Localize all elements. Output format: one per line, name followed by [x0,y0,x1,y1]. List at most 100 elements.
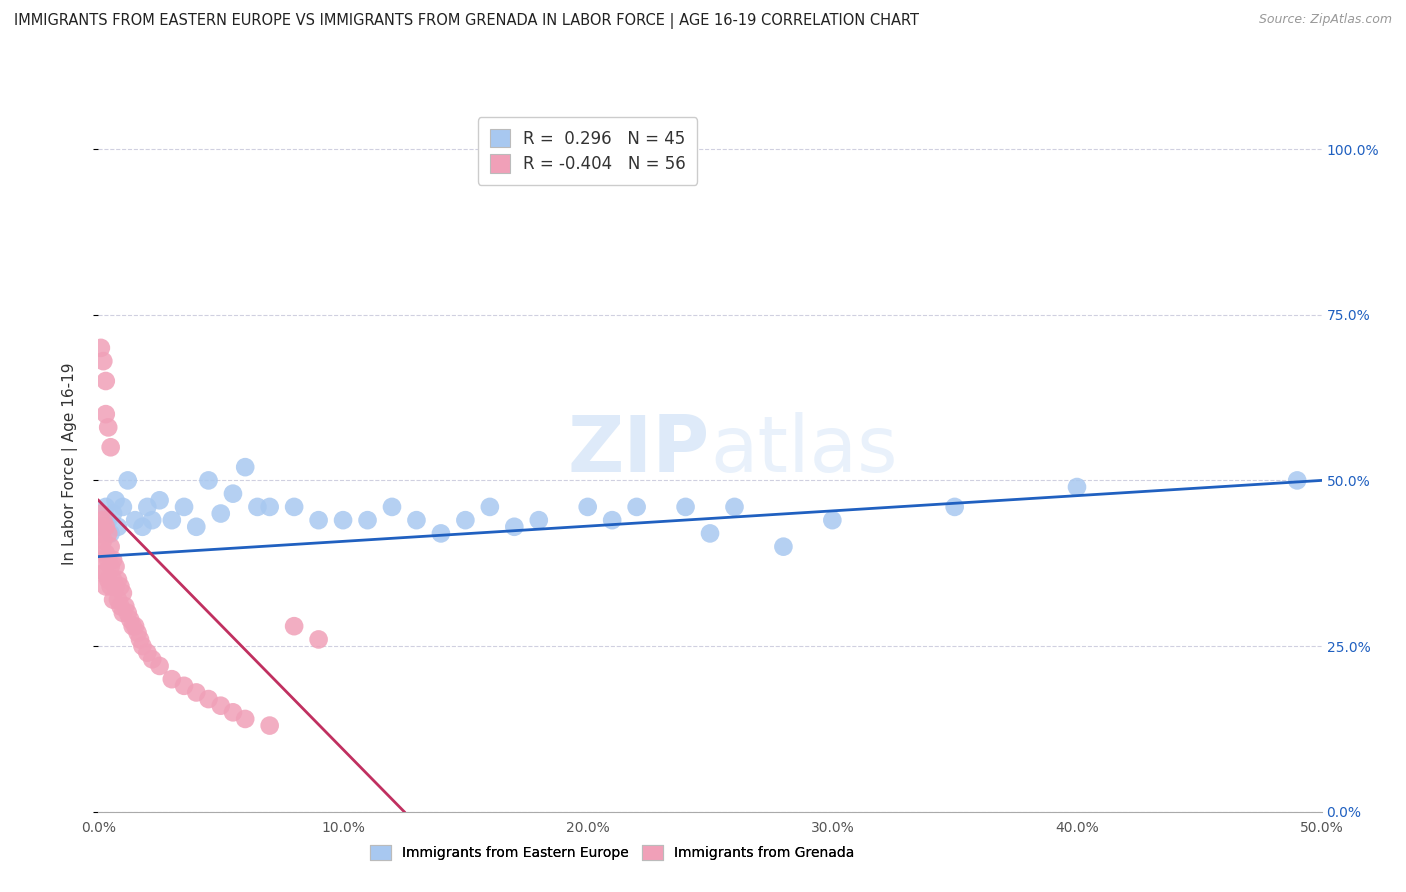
Point [104,559,127,574]
Point [101,553,124,567]
Point [332,513,354,527]
Point [101,507,124,521]
Point [94,500,117,514]
Point [576,500,599,514]
Point [90,520,112,534]
Point [114,599,136,614]
Point [107,592,129,607]
Point [107,520,129,534]
Point [97,526,120,541]
Point [943,500,966,514]
Text: ZIP: ZIP [568,412,710,488]
Text: atlas: atlas [710,412,897,488]
Point [209,507,232,521]
Point [91,513,114,527]
Point [104,579,127,593]
Point [149,493,172,508]
Point [197,692,219,706]
Point [120,613,142,627]
Text: Source: ZipAtlas.com: Source: ZipAtlas.com [1258,13,1392,27]
Point [97,573,120,587]
Point [111,606,134,620]
Point [94,520,117,534]
Point [173,679,195,693]
Point [91,520,114,534]
Point [97,420,120,434]
Point [209,698,232,713]
Point [129,632,152,647]
Point [100,579,122,593]
Point [308,513,330,527]
Point [107,573,129,587]
Point [772,540,794,554]
Point [91,533,114,547]
Point [222,486,245,500]
Point [97,513,120,527]
Point [222,706,245,720]
Point [91,566,114,581]
Point [131,520,153,534]
Point [160,672,183,686]
Point [136,500,159,514]
Point [600,513,623,527]
Point [97,553,120,567]
Point [94,374,117,388]
Point [405,513,427,527]
Point [94,407,117,421]
Point [101,592,124,607]
Point [821,513,844,527]
Point [136,646,159,660]
Point [723,500,745,514]
Point [160,513,183,527]
Point [283,619,305,633]
Point [186,685,208,699]
Point [478,500,501,514]
Point [149,659,172,673]
Point [110,599,132,614]
Point [124,513,146,527]
Point [381,500,404,514]
Point [90,526,112,541]
Point [1066,480,1088,494]
Text: IMMIGRANTS FROM EASTERN EUROPE VS IMMIGRANTS FROM GRENADA IN LABOR FORCE | AGE 1: IMMIGRANTS FROM EASTERN EUROPE VS IMMIGR… [14,13,920,29]
Point [100,440,122,454]
Point [527,513,550,527]
Point [675,500,697,514]
Point [308,632,330,647]
Point [173,500,195,514]
Point [100,559,122,574]
Point [626,500,648,514]
Point [233,712,256,726]
Point [94,546,117,560]
Point [121,619,143,633]
Point [117,474,139,488]
Point [1286,474,1309,488]
Point [90,341,112,355]
Point [454,513,477,527]
Point [111,500,134,514]
Point [104,493,127,508]
Point [117,606,139,620]
Point [100,526,122,541]
Point [124,619,146,633]
Point [699,526,721,541]
Point [141,513,163,527]
Point [127,625,149,640]
Point [197,474,219,488]
Point [101,573,124,587]
Point [233,460,256,475]
Point [503,520,526,534]
Point [186,520,208,534]
Point [94,566,117,581]
Legend: Immigrants from Eastern Europe, Immigrants from Grenada: Immigrants from Eastern Europe, Immigran… [363,838,862,867]
Point [141,652,163,666]
Point [131,639,153,653]
Point [91,354,114,368]
Point [259,500,281,514]
Point [259,718,281,732]
Point [246,500,269,514]
Point [100,540,122,554]
Point [94,579,117,593]
Y-axis label: In Labor Force | Age 16-19: In Labor Force | Age 16-19 [62,362,77,566]
Point [90,507,112,521]
